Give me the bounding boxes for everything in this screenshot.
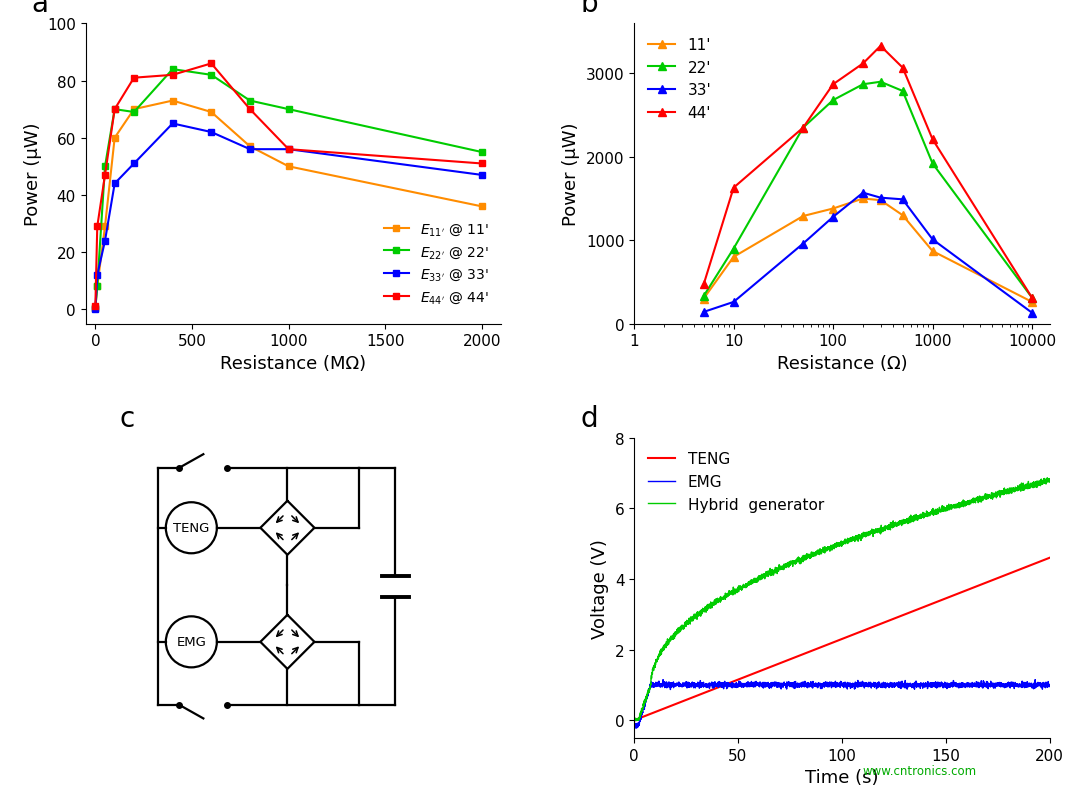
Hybrid  generator — [1035, 479, 1047, 489]
Legend: 11', 22', 33', 44': 11', 22', 33', 44' — [642, 32, 718, 127]
TENG — [787, 654, 800, 663]
Hybrid  generator — [1041, 474, 1054, 483]
TENG — [699, 688, 712, 697]
TENG — [805, 646, 818, 656]
Legend: $E_{11'}$ @ 11', $E_{22'}$ @ 22', $E_{33'}$ @ 33', $E_{44'}$ @ 44': $E_{11'}$ @ 11', $E_{22'}$ @ 22', $E_{33… — [378, 217, 494, 311]
Text: www.cntronics.com: www.cntronics.com — [862, 764, 977, 777]
Text: b: b — [580, 0, 598, 19]
EMG — [787, 681, 800, 691]
Hybrid  generator — [1043, 477, 1056, 487]
Hybrid  generator — [699, 603, 712, 613]
EMG — [676, 681, 689, 691]
Y-axis label: Voltage (V): Voltage (V) — [591, 539, 609, 638]
EMG — [628, 720, 640, 730]
Text: TENG: TENG — [174, 521, 210, 534]
Line: EMG: EMG — [634, 680, 1050, 728]
Line: Hybrid  generator: Hybrid generator — [634, 478, 1050, 720]
Hybrid  generator — [787, 558, 800, 568]
EMG — [991, 678, 1004, 688]
TENG — [1043, 553, 1056, 563]
TENG — [675, 697, 688, 706]
TENG — [1035, 556, 1047, 566]
Text: d: d — [580, 404, 598, 432]
TENG — [991, 574, 1004, 584]
Y-axis label: Power (μW): Power (μW) — [24, 122, 42, 226]
Hybrid  generator — [805, 547, 818, 557]
EMG — [657, 675, 669, 684]
Text: a: a — [32, 0, 48, 19]
Hybrid  generator — [628, 715, 640, 725]
Text: EMG: EMG — [177, 636, 207, 649]
Hybrid  generator — [991, 490, 1004, 500]
EMG — [630, 723, 643, 733]
EMG — [700, 681, 713, 691]
EMG — [1036, 680, 1049, 689]
X-axis label: Resistance (Ω): Resistance (Ω) — [776, 354, 907, 372]
Y-axis label: Power (μW): Power (μW) — [562, 122, 580, 226]
EMG — [805, 680, 818, 689]
Line: TENG: TENG — [634, 558, 1050, 720]
Legend: TENG, EMG, Hybrid  generator: TENG, EMG, Hybrid generator — [642, 446, 830, 518]
X-axis label: Time (s): Time (s) — [805, 768, 878, 786]
X-axis label: Resistance (MΩ): Resistance (MΩ) — [221, 354, 366, 372]
Hybrid  generator — [675, 624, 688, 634]
EMG — [1043, 680, 1056, 690]
Text: c: c — [119, 404, 135, 432]
TENG — [628, 715, 640, 725]
